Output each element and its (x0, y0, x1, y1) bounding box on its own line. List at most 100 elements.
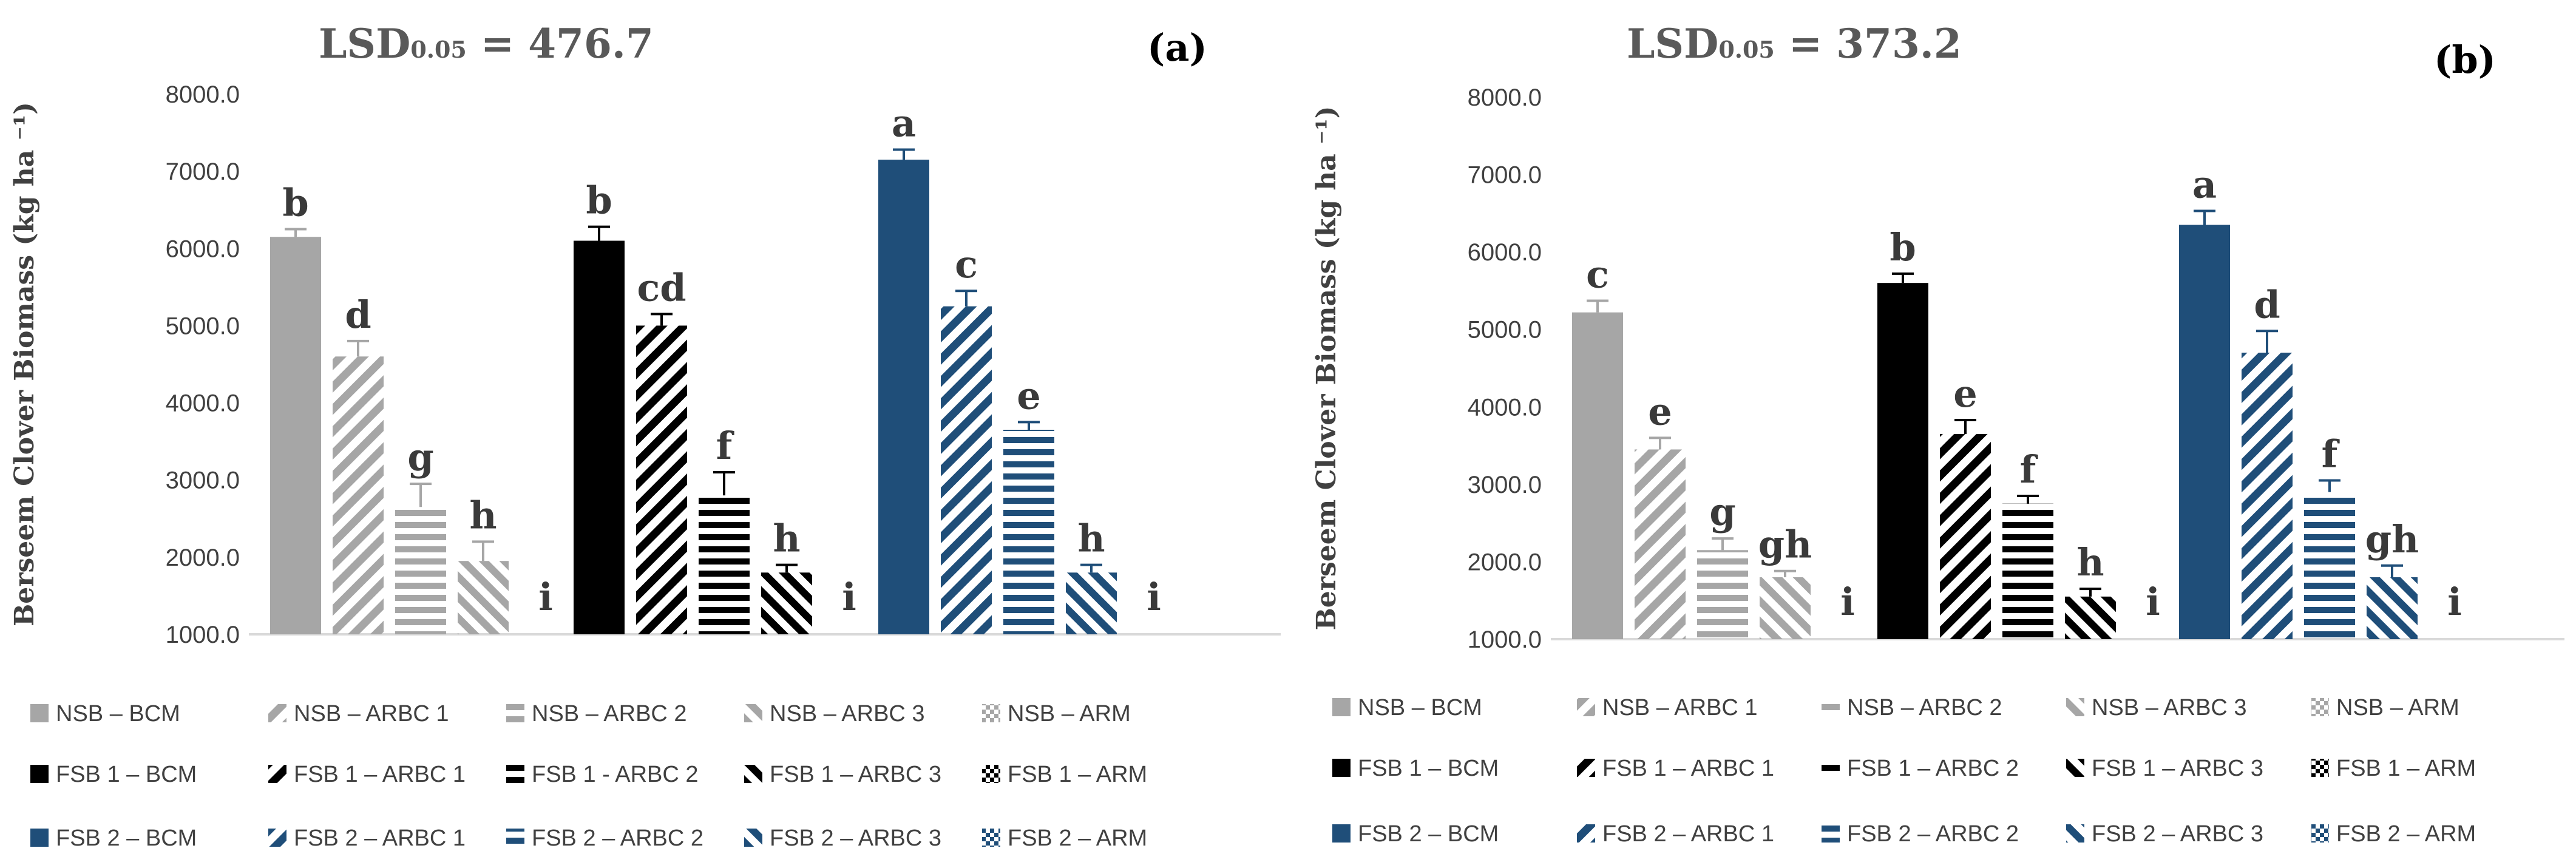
legend-entry: FSB 2 – BCM (1358, 821, 1499, 847)
significance-letter: f (2322, 432, 2340, 476)
y-tick-label: 3000.0 (166, 467, 240, 494)
legend-entry: FSB 2 – ARM (1008, 826, 1147, 851)
legend-entry: NSB – ARBC 1 (1602, 695, 1758, 721)
bar (878, 160, 929, 635)
legend-entry: FSB 1 – ARBC 1 (1602, 756, 1774, 781)
legend-entry: FSB 2 – ARBC 3 (2092, 821, 2263, 847)
legend-entry: FSB 1 – ARBC 3 (2092, 756, 2263, 781)
bar (333, 356, 384, 634)
y-tick-label: 8000.0 (1468, 84, 1542, 111)
bar (458, 561, 509, 634)
legend-entry: NSB – ARBC 2 (532, 701, 687, 727)
legend-swatch (982, 704, 1000, 722)
bar (636, 325, 687, 634)
significance-letter: c (1586, 253, 1609, 297)
bar (941, 306, 992, 635)
legend-entry: FSB 2 – BCM (56, 826, 197, 851)
legend-entry: FSB 1 – ARM (1008, 762, 1147, 787)
y-tick-label: 4000.0 (166, 390, 240, 417)
legend-swatch (744, 765, 762, 783)
significance-letter: f (2020, 447, 2038, 492)
bar (270, 237, 321, 634)
significance-letter: b (282, 181, 308, 225)
legend-entry: FSB 2 – ARBC 1 (1602, 821, 1774, 847)
legend-swatch (982, 829, 1000, 847)
legend-swatch (268, 829, 286, 847)
legend-entry: NSB – ARM (1008, 701, 1131, 727)
legend-swatch (1577, 698, 1595, 716)
panel-label: (a) (1147, 25, 1207, 70)
bar (699, 495, 750, 634)
legend-entry: NSB – BCM (56, 701, 180, 727)
legend-entry: NSB – ARBC 1 (294, 701, 449, 727)
y-tick-label: 7000.0 (166, 158, 240, 185)
legend-entry: FSB 1 – ARBC 1 (294, 762, 466, 787)
significance-letter: gh (2365, 517, 2419, 561)
legend-swatch (506, 829, 524, 847)
panel-label: (b) (2434, 38, 2496, 82)
significance-letter: i (2146, 580, 2160, 624)
legend-entry: NSB – BCM (1358, 695, 1482, 721)
legend-swatch (268, 765, 286, 783)
y-tick-label: 1000.0 (166, 622, 240, 648)
legend-swatch (2311, 698, 2329, 716)
bar (395, 507, 446, 634)
y-tick-label: 4000.0 (1468, 394, 1542, 421)
legend-swatch (1577, 759, 1595, 777)
significance-letter: e (1017, 373, 1040, 418)
significance-letter: h (2076, 540, 2104, 585)
bar (1635, 449, 1686, 639)
chart-title: LSD0.05 = 373.2 (1627, 20, 1962, 67)
bar (574, 240, 625, 635)
significance-letter: g (1709, 490, 1735, 534)
legend-entry: FSB 1 – ARBC 2 (1847, 756, 2019, 781)
legend-swatch (2311, 759, 2329, 777)
significance-letter: a (2192, 163, 2217, 207)
legend-entry: FSB 1 - ARBC 2 (532, 762, 699, 787)
legend-swatch (982, 765, 1000, 783)
significance-letter: i (1840, 580, 1855, 624)
bar (1697, 550, 1748, 639)
y-tick-label: 6000.0 (1468, 239, 1542, 266)
significance-letter: f (716, 424, 734, 468)
bar (2179, 225, 2230, 639)
chart-title: LSD0.05 = 476.7 (319, 20, 654, 67)
significance-letter: cd (637, 265, 686, 310)
significance-letter: h (773, 517, 800, 561)
legend-swatch (2066, 698, 2084, 716)
legend-entry: FSB 2 – ARBC 3 (770, 826, 941, 851)
legend-entry: FSB 2 – ARBC 2 (532, 826, 703, 851)
y-tick-label: 3000.0 (1468, 472, 1542, 498)
significance-letter: h (1077, 517, 1105, 561)
significance-letter: d (2254, 282, 2280, 327)
bar (1940, 433, 1991, 639)
legend-swatch (1822, 824, 1840, 843)
legend-entry: FSB 2 – ARBC 2 (1847, 821, 2019, 847)
legend-swatch (1332, 698, 1351, 716)
significance-letter: i (2447, 580, 2462, 624)
y-tick-label: 8000.0 (166, 81, 240, 108)
legend-entry: FSB 1 – BCM (56, 762, 197, 787)
y-axis-label: Berseem Clover Biomass (kg ha ⁻¹) (1311, 106, 1342, 631)
y-tick-label: 7000.0 (1468, 162, 1542, 189)
legend-entry: FSB 2 – ARM (2336, 821, 2476, 847)
bar (1877, 283, 1928, 640)
significance-letter: e (1953, 371, 1977, 416)
significance-letter: c (955, 242, 978, 287)
significance-letter: e (1648, 389, 1672, 433)
y-axis-label: Berseem Clover Biomass (kg ha ⁻¹) (9, 102, 40, 626)
bar (1066, 572, 1117, 634)
bar (2304, 492, 2355, 639)
legend-swatch (1577, 824, 1595, 843)
significance-letter: gh (1758, 523, 1812, 567)
legend-swatch (506, 704, 524, 722)
y-tick-label: 5000.0 (1468, 317, 1542, 344)
significance-letter: d (345, 293, 371, 337)
legend-swatch (2311, 824, 2329, 843)
bar (2367, 577, 2418, 639)
bar (1003, 430, 1054, 634)
legend-swatch (744, 829, 762, 847)
significance-letter: i (538, 575, 553, 619)
legend-swatch (30, 829, 49, 847)
